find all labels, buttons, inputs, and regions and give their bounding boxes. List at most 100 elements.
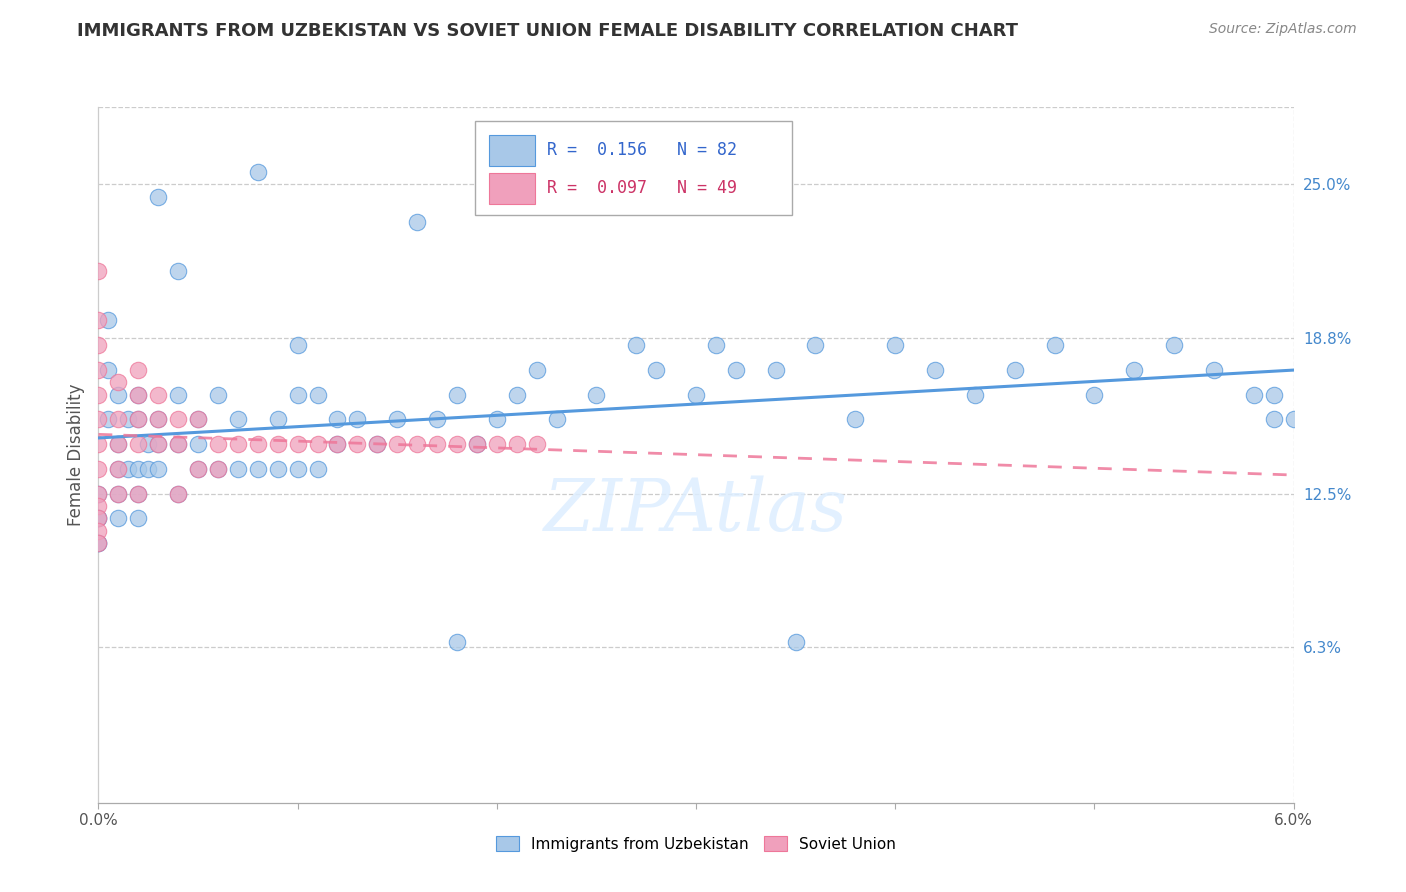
Point bbox=[446, 387, 468, 401]
Point bbox=[246, 462, 269, 476]
Point bbox=[107, 437, 129, 451]
Point bbox=[107, 486, 129, 500]
Text: Source: ZipAtlas.com: Source: ZipAtlas.com bbox=[1209, 22, 1357, 37]
Point bbox=[87, 363, 110, 377]
Point bbox=[1004, 363, 1026, 377]
Text: IMMIGRANTS FROM UZBEKISTAN VS SOVIET UNION FEMALE DISABILITY CORRELATION CHART: IMMIGRANTS FROM UZBEKISTAN VS SOVIET UNI… bbox=[77, 22, 1018, 40]
Bar bbox=[489, 135, 534, 166]
Point bbox=[704, 338, 727, 352]
Point bbox=[127, 486, 149, 500]
Point bbox=[167, 486, 190, 500]
Point bbox=[246, 437, 269, 451]
Point bbox=[87, 437, 110, 451]
Point bbox=[963, 387, 986, 401]
Point bbox=[136, 437, 159, 451]
Point bbox=[346, 412, 368, 426]
Point bbox=[1243, 387, 1265, 401]
Text: R =  0.097   N = 49: R = 0.097 N = 49 bbox=[547, 179, 737, 197]
Point bbox=[804, 338, 827, 352]
Point bbox=[346, 437, 368, 451]
Bar bbox=[489, 173, 534, 204]
Point bbox=[167, 387, 190, 401]
Point bbox=[226, 412, 249, 426]
Point bbox=[267, 462, 290, 476]
Point bbox=[107, 387, 129, 401]
Point bbox=[406, 214, 429, 228]
Point bbox=[97, 313, 120, 327]
Point bbox=[465, 437, 488, 451]
Point bbox=[1043, 338, 1066, 352]
Point bbox=[207, 387, 229, 401]
Point bbox=[87, 486, 110, 500]
Point bbox=[127, 412, 149, 426]
Point bbox=[385, 437, 409, 451]
Point bbox=[107, 462, 129, 476]
Point bbox=[87, 524, 110, 538]
Point bbox=[187, 437, 209, 451]
Point bbox=[107, 437, 129, 451]
Point bbox=[287, 387, 309, 401]
Point bbox=[1123, 363, 1146, 377]
Point bbox=[107, 462, 129, 476]
Point bbox=[87, 536, 110, 550]
Point bbox=[844, 412, 866, 426]
Point bbox=[87, 486, 110, 500]
Point bbox=[884, 338, 907, 352]
Point bbox=[87, 313, 110, 327]
Point bbox=[127, 437, 149, 451]
Point bbox=[87, 338, 110, 352]
Point bbox=[287, 437, 309, 451]
Point bbox=[924, 363, 946, 377]
Point bbox=[1263, 412, 1285, 426]
Point bbox=[167, 437, 190, 451]
Point bbox=[226, 437, 249, 451]
Y-axis label: Female Disability: Female Disability bbox=[66, 384, 84, 526]
Point bbox=[97, 363, 120, 377]
Point bbox=[366, 437, 388, 451]
Point bbox=[385, 412, 409, 426]
Point bbox=[127, 462, 149, 476]
Point bbox=[187, 412, 209, 426]
Point bbox=[117, 412, 139, 426]
FancyBboxPatch shape bbox=[475, 121, 792, 215]
Point bbox=[267, 412, 290, 426]
Point bbox=[724, 363, 747, 377]
Point bbox=[148, 437, 170, 451]
Point bbox=[685, 387, 707, 401]
Point bbox=[645, 363, 668, 377]
Point bbox=[87, 387, 110, 401]
Point bbox=[148, 190, 170, 204]
Point bbox=[307, 462, 329, 476]
Point bbox=[1163, 338, 1185, 352]
Point bbox=[446, 437, 468, 451]
Point bbox=[87, 462, 110, 476]
Point bbox=[167, 486, 190, 500]
Point bbox=[148, 412, 170, 426]
Point bbox=[127, 486, 149, 500]
Point bbox=[526, 363, 548, 377]
Point bbox=[226, 462, 249, 476]
Point bbox=[87, 536, 110, 550]
Point bbox=[136, 462, 159, 476]
Point bbox=[107, 486, 129, 500]
Point bbox=[326, 437, 349, 451]
Point bbox=[465, 437, 488, 451]
Point bbox=[207, 462, 229, 476]
Point bbox=[167, 412, 190, 426]
Point bbox=[585, 387, 607, 401]
Point bbox=[127, 387, 149, 401]
Point bbox=[167, 437, 190, 451]
Point bbox=[87, 536, 110, 550]
Point bbox=[127, 387, 149, 401]
Point bbox=[246, 165, 269, 179]
Point bbox=[148, 437, 170, 451]
Point bbox=[366, 437, 388, 451]
Point bbox=[406, 437, 429, 451]
Point bbox=[167, 264, 190, 278]
Point bbox=[187, 412, 209, 426]
Point bbox=[117, 462, 139, 476]
Point bbox=[326, 412, 349, 426]
Point bbox=[87, 511, 110, 525]
Point bbox=[765, 363, 787, 377]
Point bbox=[287, 462, 309, 476]
